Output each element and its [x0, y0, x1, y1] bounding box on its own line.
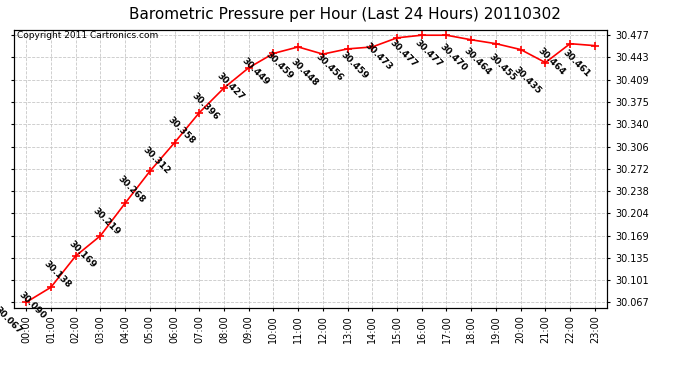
Text: 30.455: 30.455 — [487, 53, 518, 83]
Text: 30.470: 30.470 — [437, 42, 469, 74]
Text: 30.435: 30.435 — [512, 65, 542, 96]
Text: Barometric Pressure per Hour (Last 24 Hours) 20110302: Barometric Pressure per Hour (Last 24 Ho… — [129, 8, 561, 22]
Text: 30.459: 30.459 — [339, 50, 370, 81]
Text: 30.464: 30.464 — [462, 46, 493, 77]
Text: 30.067: 30.067 — [0, 305, 23, 336]
Text: 30.464: 30.464 — [536, 46, 567, 77]
Text: 30.396: 30.396 — [190, 91, 221, 122]
Text: 30.449: 30.449 — [239, 56, 270, 87]
Text: 30.456: 30.456 — [314, 52, 345, 82]
Text: 30.312: 30.312 — [141, 146, 172, 176]
Text: 30.090: 30.090 — [17, 290, 48, 321]
Text: 30.427: 30.427 — [215, 70, 246, 102]
Text: Copyright 2011 Cartronics.com: Copyright 2011 Cartronics.com — [17, 32, 158, 40]
Text: 30.461: 30.461 — [561, 48, 592, 79]
Text: 30.448: 30.448 — [289, 57, 320, 88]
Text: 30.219: 30.219 — [92, 206, 122, 237]
Text: 30.477: 30.477 — [413, 38, 444, 69]
Text: 30.459: 30.459 — [264, 50, 295, 81]
Text: 30.358: 30.358 — [166, 116, 197, 146]
Text: 30.473: 30.473 — [364, 40, 394, 72]
Text: 30.477: 30.477 — [388, 38, 419, 69]
Text: 30.169: 30.169 — [67, 238, 97, 270]
Text: 30.138: 30.138 — [42, 259, 73, 290]
Text: 30.268: 30.268 — [116, 174, 147, 205]
